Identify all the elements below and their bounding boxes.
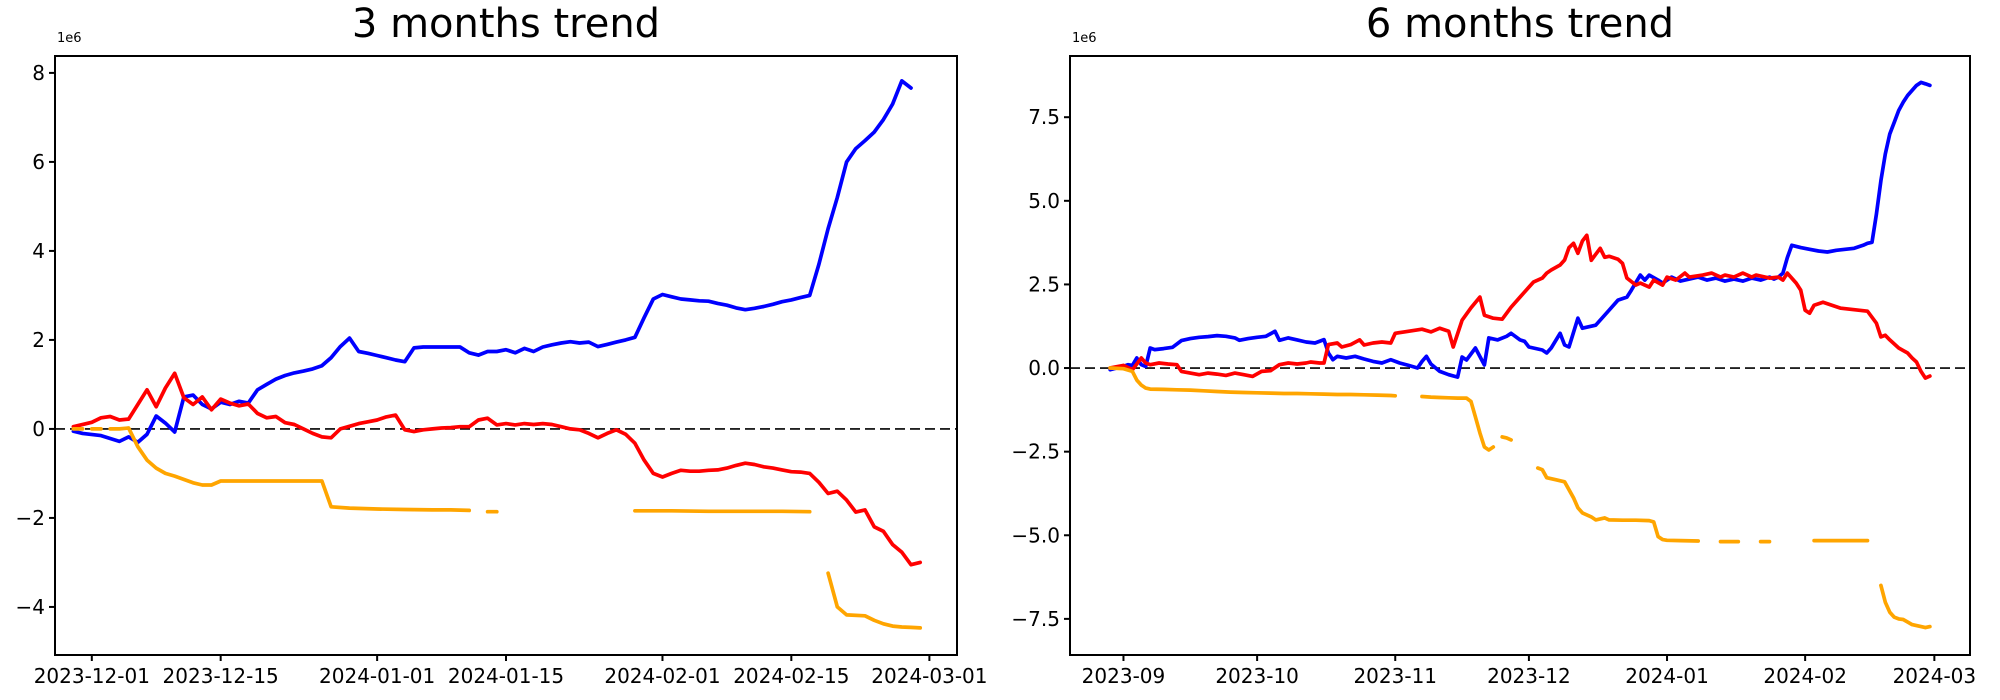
y-tick-label: 2.5	[1028, 272, 1060, 296]
right-y-axis-offset-label: 1e6	[1072, 31, 1097, 46]
y-tick-label: 7.5	[1028, 105, 1060, 129]
y-tick-label: −4	[16, 595, 45, 619]
y-tick-label: 5.0	[1028, 189, 1060, 213]
y-tick-label: 6	[32, 150, 45, 174]
y-tick-label: 2	[32, 328, 45, 352]
x-tick-label: 2023-12-15	[163, 664, 279, 688]
y-tick-label: 0.0	[1028, 356, 1060, 380]
y-tick-label: −2.5	[1011, 440, 1060, 464]
y-tick-label: −7.5	[1011, 607, 1060, 631]
left-y-axis-offset-label: 1e6	[57, 31, 82, 46]
series-blue-line	[71, 79, 913, 445]
series-red-line	[71, 371, 923, 567]
x-tick-label: 2024-01-01	[319, 664, 435, 688]
y-tick-label: 4	[32, 239, 45, 263]
y-tick-label: 8	[32, 61, 45, 85]
series-red-line	[1108, 233, 1932, 380]
plot-frame	[54, 55, 958, 656]
series-orange-line	[71, 426, 923, 630]
x-tick-label: 2023-11	[1353, 664, 1437, 688]
right-chart-title: 6 months trend	[1365, 1, 1675, 47]
x-tick-label: 2024-02	[1763, 664, 1847, 688]
y-tick-label: −2	[16, 506, 45, 530]
left-chart-title: 3 months trend	[351, 1, 661, 47]
plot-frame	[1069, 55, 1971, 656]
y-tick-label: −5.0	[1011, 523, 1060, 547]
x-tick-label: 2023-12-01	[34, 664, 150, 688]
x-tick-label: 2024-03-01	[871, 664, 987, 688]
x-tick-label: 2024-01	[1625, 664, 1709, 688]
y-tick-label: 0	[32, 417, 45, 441]
series-blue-line	[1108, 80, 1932, 379]
x-tick-label: 2023-09	[1082, 664, 1166, 688]
x-tick-label: 2023-10	[1215, 664, 1299, 688]
x-tick-label: 2023-12	[1487, 664, 1571, 688]
series-orange-line	[1108, 366, 1932, 630]
x-tick-label: 2024-02-01	[604, 664, 720, 688]
x-tick-label: 2024-03	[1893, 664, 1977, 688]
x-tick-label: 2024-02-15	[733, 664, 849, 688]
x-tick-label: 2024-01-15	[448, 664, 564, 688]
